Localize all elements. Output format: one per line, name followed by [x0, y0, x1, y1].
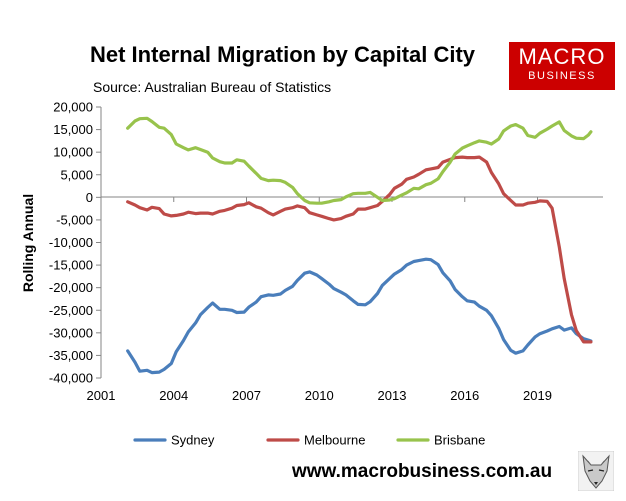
fox-logo-icon: [578, 451, 614, 491]
x-tick-label: 2013: [378, 388, 407, 403]
series-line-melbourne: [126, 155, 593, 344]
logo-line-business: BUSINESS: [528, 70, 596, 82]
chart-title: Net Internal Migration by Capital City: [90, 42, 476, 67]
x-tick-label: 2016: [450, 388, 479, 403]
y-tick-label: 5,000: [60, 167, 93, 182]
y-axis-title: Rolling Annual: [20, 194, 36, 292]
y-tick-label: -25,000: [49, 303, 93, 318]
y-tick-label: 15,000: [53, 122, 93, 137]
y-tick-label: -40,000: [49, 371, 93, 386]
x-tick-label: 2007: [232, 388, 261, 403]
legend-label-brisbane: Brisbane: [434, 433, 485, 448]
chart-series: [126, 116, 593, 375]
y-tick-label: -30,000: [49, 325, 93, 340]
macrobusiness-logo: MACRO BUSINESS: [509, 42, 615, 90]
y-tick-label: -10,000: [49, 235, 93, 250]
legend-label-melbourne: Melbourne: [304, 433, 365, 448]
series-line-brisbane: [126, 116, 593, 205]
y-tick-label: 0: [86, 190, 93, 205]
chart-axes: -40,000 -35,000 -30,000 -25,000 -20,000 -15,0…: [49, 100, 603, 403]
chart-legend: Sydney Melbourne Brisbane: [133, 433, 485, 448]
website-url: www.macrobusiness.com.au: [292, 461, 553, 482]
x-tick-label: 2019: [523, 388, 552, 403]
x-tick-label: 2004: [159, 388, 188, 403]
y-tick-label: 20,000: [53, 100, 93, 115]
y-tick-label: -20,000: [49, 280, 93, 295]
y-tick-label: -35,000: [49, 348, 93, 363]
chart-source: Source: Australian Bureau of Statistics: [93, 79, 332, 95]
y-tick-label: -15,000: [49, 258, 93, 273]
logo-line-macro: MACRO: [518, 44, 606, 69]
legend-label-sydney: Sydney: [171, 433, 215, 448]
y-tick-label: -5,000: [56, 212, 93, 227]
y-tick-label: 10,000: [53, 145, 93, 160]
x-tick-label: 2010: [305, 388, 334, 403]
series-line-sydney: [126, 257, 593, 375]
x-tick-label: 2001: [87, 388, 116, 403]
